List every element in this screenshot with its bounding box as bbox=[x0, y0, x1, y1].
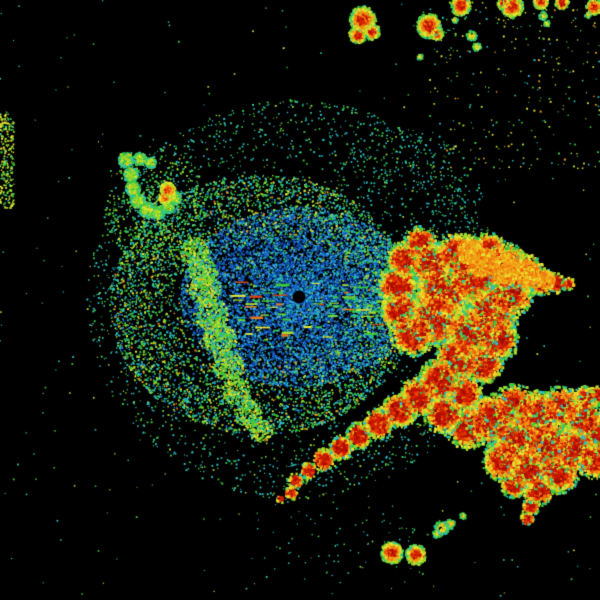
weather-radar-canvas bbox=[0, 0, 600, 600]
radar-screen bbox=[0, 0, 600, 600]
